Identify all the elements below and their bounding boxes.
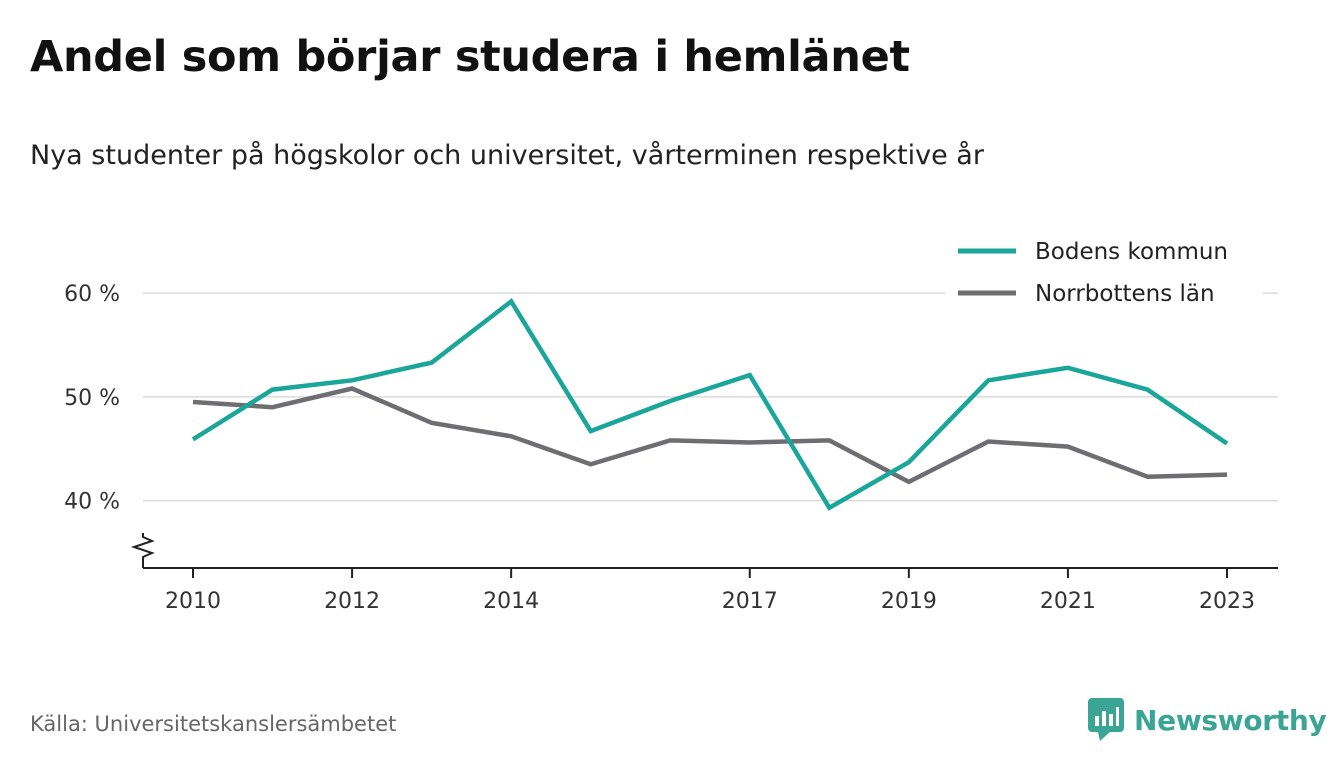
x-tick-label: 2019 xyxy=(881,589,937,614)
y-tick-label: 40 % xyxy=(64,490,120,515)
x-tick-label: 2021 xyxy=(1040,589,1096,614)
x-tick-label: 2010 xyxy=(165,589,221,614)
chart-subtitle: Nya studenter på högskolor och universit… xyxy=(30,140,984,171)
y-tick-label: 60 % xyxy=(64,282,120,307)
y-axis-break-icon xyxy=(130,533,155,568)
x-tick-label: 2023 xyxy=(1199,589,1255,614)
brand-logo: Newsworthy xyxy=(1088,698,1327,742)
x-tick-label: 2017 xyxy=(722,589,778,614)
axis-break-zigzag xyxy=(130,533,155,568)
gridlines: 40 % 50 % 60 % xyxy=(64,282,1278,515)
legend-label: Norrbottens län xyxy=(1035,281,1215,307)
x-axis: 2010 2012 2014 2017 2019 2021 2023 xyxy=(143,567,1278,614)
brand-name: Newsworthy xyxy=(1134,703,1327,737)
series-lines xyxy=(191,298,1229,511)
series-line-bodens-kommun xyxy=(191,298,1229,511)
y-tick-label: 50 % xyxy=(64,386,120,411)
series-line-norrbottens-lan xyxy=(192,386,1228,485)
legend-label: Bodens kommun xyxy=(1035,239,1228,265)
legend: Bodens kommun Norrbottens län xyxy=(945,232,1263,312)
x-tick-label: 2012 xyxy=(324,589,380,614)
newsworthy-logo-icon xyxy=(1088,698,1124,741)
x-tick-label: 2014 xyxy=(483,589,539,614)
chart-title: Andel som börjar studera i hemlänet xyxy=(30,32,910,82)
source-note: Källa: Universitetskanslersämbetet xyxy=(30,712,397,736)
legend-background xyxy=(945,232,1263,312)
